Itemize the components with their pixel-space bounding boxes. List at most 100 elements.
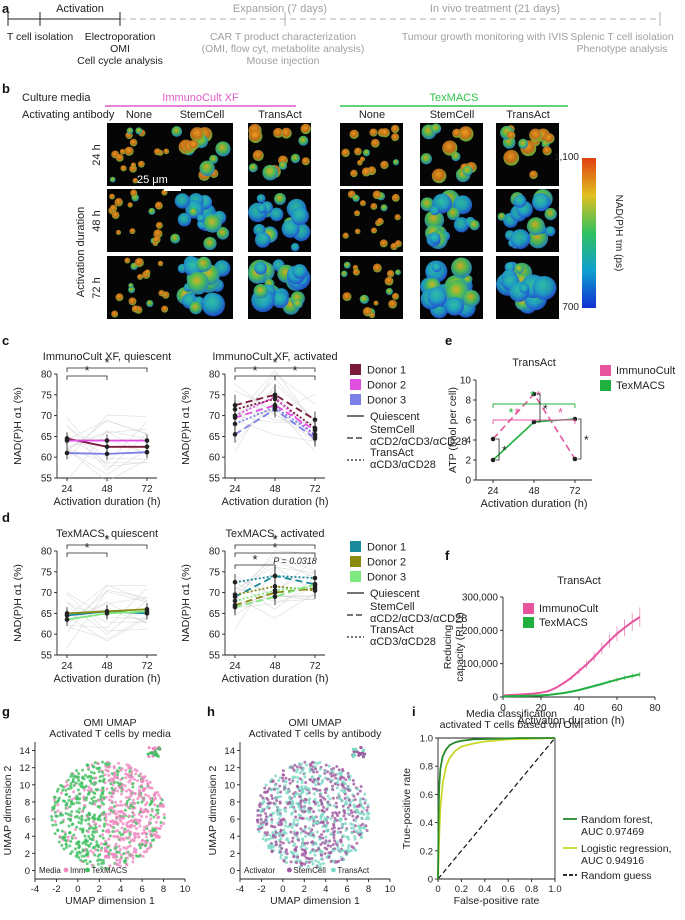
cell bbox=[209, 154, 219, 164]
umap-point bbox=[329, 817, 333, 821]
microscopy-tile bbox=[170, 256, 233, 319]
umap-point bbox=[269, 813, 273, 817]
umap-point bbox=[81, 849, 85, 853]
umap-point bbox=[270, 818, 274, 822]
umap-point bbox=[65, 806, 69, 810]
microscopy-tile bbox=[496, 123, 559, 186]
umap-point bbox=[360, 811, 364, 815]
microscopy-tile bbox=[340, 123, 403, 186]
umap-point bbox=[295, 861, 299, 865]
umap-point bbox=[83, 834, 87, 838]
umap-point bbox=[264, 783, 268, 787]
cell bbox=[153, 235, 161, 244]
umap-point bbox=[346, 771, 350, 775]
umap-point bbox=[65, 845, 69, 849]
umap-point bbox=[328, 797, 332, 801]
umap-point bbox=[308, 797, 312, 801]
cell bbox=[129, 138, 138, 147]
umap-point bbox=[281, 817, 285, 821]
significance-star: * bbox=[509, 405, 514, 420]
umap-point bbox=[141, 838, 145, 842]
umap-point bbox=[147, 794, 151, 798]
cell bbox=[357, 159, 363, 166]
umap-point bbox=[101, 829, 105, 833]
umap-point bbox=[98, 766, 102, 770]
cell bbox=[394, 214, 401, 221]
umap-point bbox=[66, 835, 70, 839]
umap-point bbox=[132, 777, 136, 781]
umap-point bbox=[109, 782, 113, 786]
series-line bbox=[437, 737, 556, 880]
cell bbox=[388, 299, 397, 309]
umap-point bbox=[150, 809, 154, 813]
umap-point bbox=[263, 786, 267, 790]
umap-point bbox=[149, 751, 153, 755]
umap-point bbox=[63, 832, 67, 836]
umap-point bbox=[283, 824, 287, 828]
cell bbox=[497, 212, 506, 221]
umap-point bbox=[261, 796, 265, 800]
umap-point bbox=[118, 848, 122, 852]
data-point bbox=[144, 438, 150, 443]
cell bbox=[124, 146, 134, 156]
umap-point bbox=[295, 770, 299, 774]
umap-point bbox=[334, 776, 338, 780]
legend-label: Quiescent bbox=[370, 588, 420, 600]
umap-point bbox=[349, 809, 353, 813]
x-tick-label: 6 bbox=[344, 884, 349, 895]
cell bbox=[386, 270, 395, 278]
umap-point bbox=[144, 815, 148, 819]
cell bbox=[430, 123, 442, 134]
umap-point bbox=[111, 806, 115, 810]
data-point bbox=[272, 588, 278, 593]
cell bbox=[128, 286, 136, 294]
umap-point bbox=[112, 780, 116, 784]
umap-point bbox=[314, 787, 318, 791]
umap-point bbox=[106, 765, 110, 769]
umap-point bbox=[361, 822, 365, 826]
umap-point bbox=[84, 818, 88, 822]
microscopy-tile bbox=[496, 256, 559, 319]
background-trace bbox=[66, 414, 148, 460]
umap-point bbox=[96, 862, 100, 866]
umap-point bbox=[342, 809, 346, 813]
umap-point bbox=[114, 800, 118, 804]
umap-point bbox=[284, 820, 288, 824]
umap-point bbox=[335, 780, 339, 784]
umap-point bbox=[137, 794, 141, 798]
y-tick-label: 2 bbox=[230, 849, 235, 860]
umap-point bbox=[257, 829, 261, 833]
umap-point bbox=[259, 794, 263, 798]
x-tick-label: 0 bbox=[500, 703, 506, 714]
umap-point bbox=[118, 831, 122, 835]
umap-point bbox=[111, 853, 115, 857]
cell bbox=[431, 168, 447, 184]
umap-point bbox=[349, 826, 353, 830]
umap-point bbox=[98, 775, 102, 779]
umap-point bbox=[123, 860, 127, 864]
cell bbox=[278, 161, 288, 170]
umap-point bbox=[352, 826, 356, 830]
cell bbox=[269, 207, 284, 222]
umap-point bbox=[267, 837, 271, 841]
umap-point bbox=[97, 844, 101, 848]
umap-point bbox=[288, 781, 292, 785]
legend-label: αCD3/αCD28 bbox=[370, 459, 436, 471]
umap-point bbox=[118, 864, 122, 868]
umap-point bbox=[120, 853, 124, 857]
umap-point bbox=[299, 800, 303, 804]
umap-point bbox=[324, 791, 328, 795]
legend-title: Media bbox=[39, 866, 61, 875]
umap-point bbox=[279, 840, 283, 844]
umap-point bbox=[80, 785, 84, 789]
umap-point bbox=[317, 847, 321, 851]
umap-point bbox=[144, 850, 148, 854]
legend-swatch bbox=[350, 556, 361, 567]
umap-point bbox=[147, 746, 151, 750]
umap-point bbox=[261, 837, 265, 841]
umap-point bbox=[274, 842, 278, 846]
umap-point bbox=[279, 790, 283, 794]
umap-point bbox=[358, 789, 362, 793]
umap-point bbox=[363, 801, 367, 805]
umap-point bbox=[343, 822, 347, 826]
